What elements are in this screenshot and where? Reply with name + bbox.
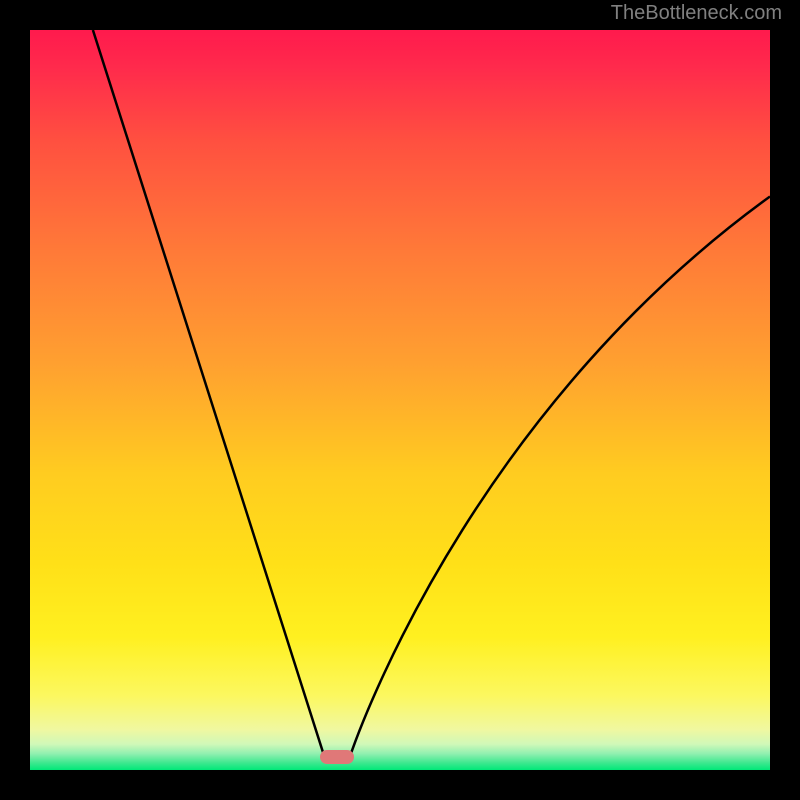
plot-area	[30, 30, 770, 770]
bottleneck-curve	[93, 30, 770, 760]
curve-layer	[30, 30, 770, 770]
minimum-marker	[320, 750, 354, 764]
watermark-text: TheBottleneck.com	[611, 2, 782, 25]
